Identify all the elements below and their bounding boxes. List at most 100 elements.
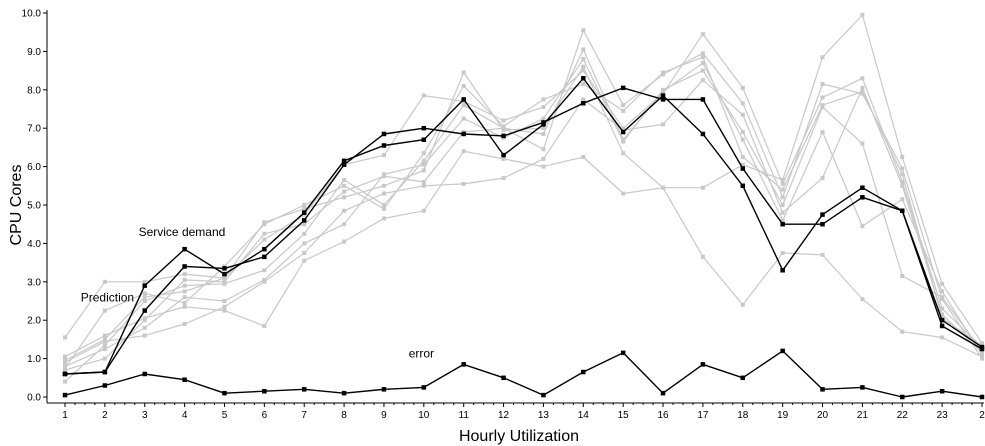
y-axis-title: CPU Cores — [8, 165, 25, 246]
data-point — [900, 274, 905, 279]
data-point — [381, 203, 386, 207]
data-point — [62, 392, 68, 398]
data-point — [222, 308, 227, 313]
data-point — [820, 55, 825, 60]
series-background-9 — [63, 32, 984, 363]
axes — [46, 10, 984, 404]
x-tick-label: 1 — [62, 410, 68, 421]
x-tick-label: 18 — [737, 410, 749, 421]
y-tick-label: 2.0 — [27, 316, 41, 327]
y-tick-label: 0.0 — [27, 393, 41, 404]
data-point — [182, 322, 187, 327]
data-point — [740, 166, 746, 171]
annotation-prediction: Prediction — [81, 291, 134, 305]
annotation-error: error — [409, 346, 434, 360]
data-point — [980, 356, 984, 361]
x-tick-label: 11 — [459, 410, 470, 421]
data-point — [979, 394, 985, 400]
x-tick-label: 10 — [418, 410, 430, 421]
data-point — [780, 268, 785, 273]
data-point — [142, 283, 147, 288]
data-point — [900, 208, 905, 214]
data-point — [660, 97, 666, 102]
data-point — [381, 387, 387, 392]
data-point — [501, 375, 506, 381]
y-tick-label: 7.0 — [27, 124, 41, 135]
x-tick-label: 19 — [777, 410, 789, 421]
data-point — [262, 222, 267, 227]
data-point — [900, 172, 905, 177]
series-line-background-6 — [64, 58, 983, 367]
data-point — [660, 390, 666, 396]
x-tick-label: 4 — [182, 410, 188, 421]
data-point — [381, 191, 386, 196]
data-point — [102, 383, 108, 388]
data-point — [262, 277, 267, 282]
data-point — [142, 279, 147, 284]
data-point — [740, 130, 745, 135]
data-point — [939, 317, 945, 323]
data-point — [381, 131, 387, 137]
data-point — [421, 93, 426, 98]
data-point — [222, 390, 227, 396]
data-point — [780, 210, 785, 215]
data-point — [581, 82, 586, 87]
data-point — [182, 304, 187, 309]
data-point — [900, 179, 905, 184]
series-background-10 — [63, 55, 984, 371]
data-point — [820, 212, 825, 217]
data-point — [700, 78, 705, 83]
data-point — [421, 208, 426, 213]
data-point — [63, 358, 67, 363]
data-point — [262, 323, 267, 328]
data-point — [381, 153, 386, 158]
series-line-background-10 — [64, 56, 983, 369]
data-point — [780, 251, 785, 255]
x-tick-label: 14 — [578, 410, 590, 421]
data-point — [700, 254, 705, 259]
data-point — [381, 216, 386, 221]
data-point — [182, 289, 187, 294]
data-point — [142, 325, 147, 330]
data-point — [63, 335, 67, 340]
data-point — [860, 89, 865, 94]
data-point — [182, 283, 187, 288]
data-point — [421, 179, 426, 184]
data-point — [342, 178, 347, 183]
series-prediction — [62, 85, 985, 377]
data-point — [661, 122, 666, 127]
data-point — [979, 346, 985, 352]
data-point — [182, 246, 187, 252]
data-point — [740, 302, 745, 307]
series-background-4 — [63, 149, 984, 359]
data-point — [102, 279, 107, 284]
series-line-background-4 — [64, 150, 983, 358]
data-point — [461, 116, 466, 121]
data-point — [62, 371, 68, 377]
data-point — [302, 251, 307, 255]
data-point — [501, 118, 506, 123]
data-point — [900, 197, 905, 202]
x-tick-label: 6 — [262, 410, 268, 421]
data-point — [501, 176, 506, 181]
y-tick-label: 9.0 — [27, 47, 41, 58]
data-point — [621, 137, 626, 142]
data-point — [381, 183, 386, 188]
data-point — [541, 116, 546, 121]
data-point — [421, 125, 427, 131]
data-point — [661, 70, 666, 75]
data-point — [900, 394, 905, 400]
data-point — [102, 369, 108, 375]
y-tick-label: 5.0 — [27, 201, 41, 212]
data-point — [222, 266, 227, 271]
data-point — [820, 95, 825, 100]
y-ticks: 0.0 1.0 2.0 3.0 4.0 5.0 6.0 7.0 8.0 9.0 10.0 — [22, 9, 47, 404]
data-point — [63, 354, 67, 359]
data-point — [262, 237, 267, 242]
x-axis-title: Hourly Utilization — [459, 428, 579, 445]
data-point — [341, 162, 347, 167]
data-point — [461, 70, 466, 75]
data-point — [541, 120, 546, 125]
series-error — [62, 348, 985, 400]
